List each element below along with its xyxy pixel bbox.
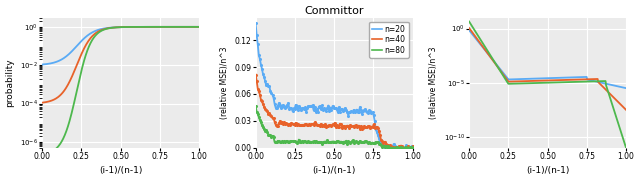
- X-axis label: (i-1)/(n-1): (i-1)/(n-1): [99, 167, 142, 175]
- X-axis label: (i-1)/(n-1): (i-1)/(n-1): [312, 167, 356, 175]
- Y-axis label: probability: probability: [6, 58, 15, 107]
- Title: Committor: Committor: [305, 6, 364, 16]
- Y-axis label: (relative MSE)/n^3: (relative MSE)/n^3: [220, 47, 229, 119]
- X-axis label: (i-1)/(n-1): (i-1)/(n-1): [526, 167, 569, 175]
- Legend: n=20, n=40, n=80: n=20, n=40, n=80: [369, 22, 409, 58]
- Y-axis label: (relative MSE)/n^3: (relative MSE)/n^3: [429, 47, 438, 119]
